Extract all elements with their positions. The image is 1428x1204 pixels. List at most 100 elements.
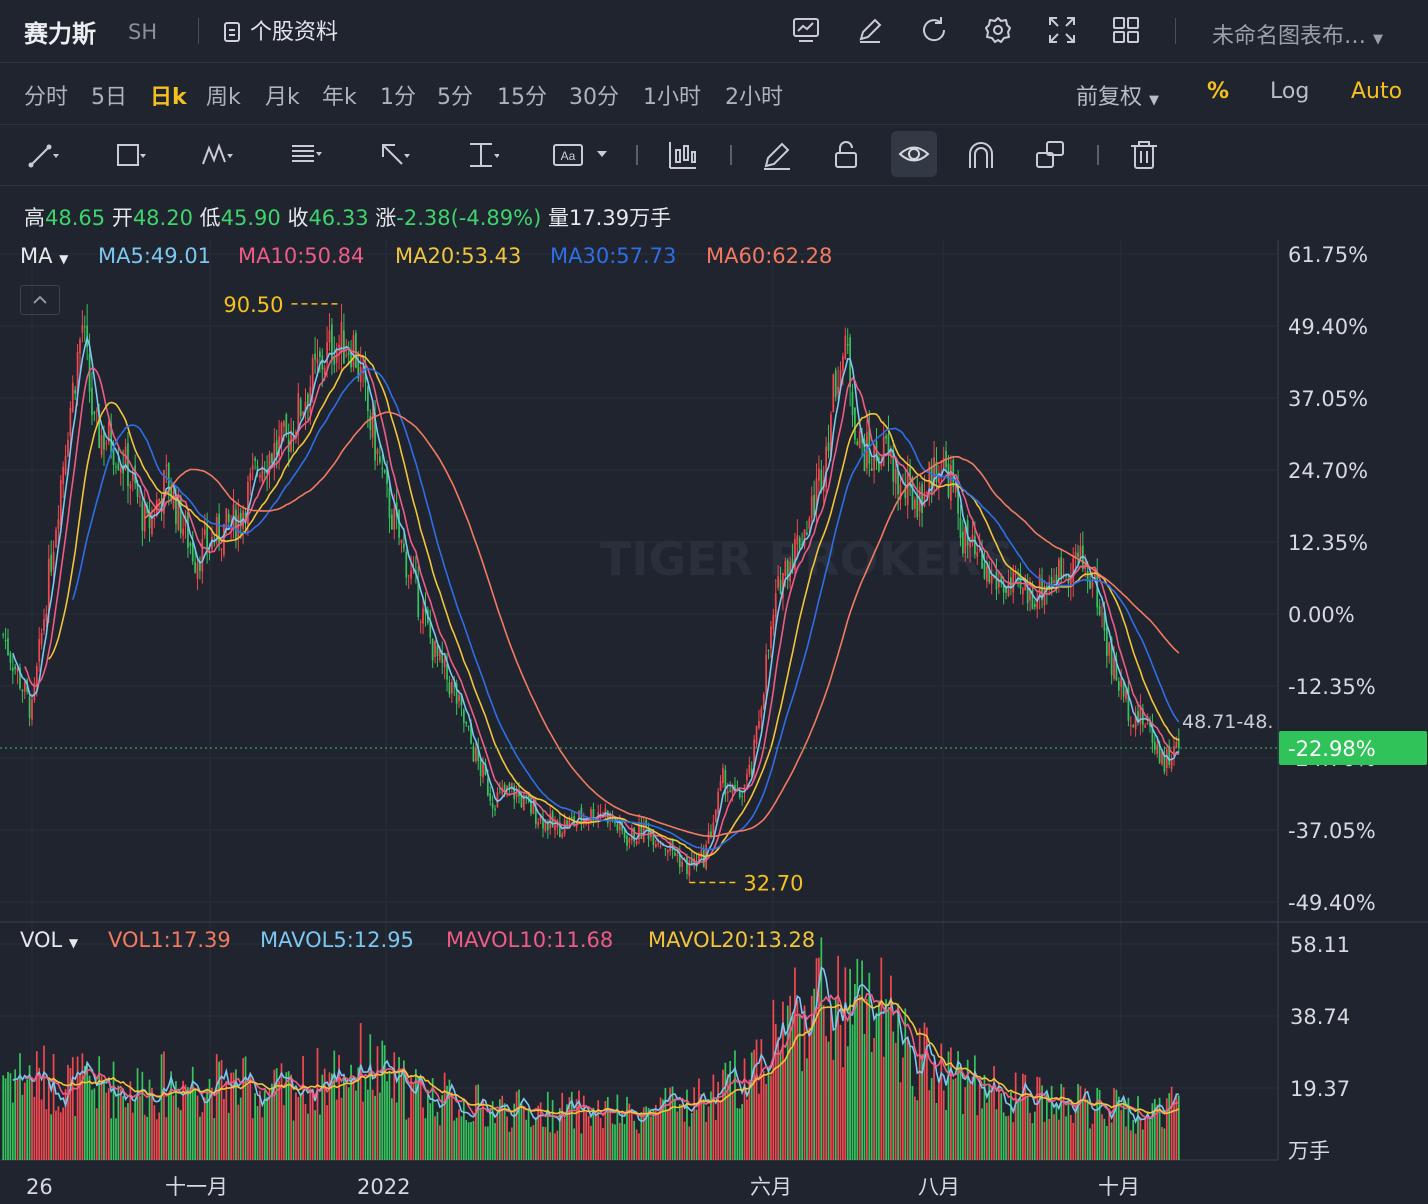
candle (724, 769, 727, 796)
volume-bar (1091, 1123, 1094, 1160)
volume-bar (343, 1073, 345, 1160)
volume-bar (753, 1049, 756, 1160)
volume-bar (822, 1005, 825, 1160)
candle (959, 517, 962, 539)
arrow-icon[interactable] (376, 138, 410, 172)
volume-bar (604, 1100, 607, 1160)
draw-icon[interactable] (855, 15, 885, 45)
y-axis-tick-label: -37.05% (1288, 819, 1376, 843)
period-tab[interactable]: 月k (265, 85, 300, 110)
candle (446, 664, 448, 680)
eye-toggle-button[interactable] (891, 131, 937, 177)
log-toggle[interactable]: Log (1270, 79, 1310, 104)
indicator-icon[interactable] (666, 138, 700, 172)
drawing-toolbar (0, 124, 1428, 186)
period-tab[interactable]: 1小时 (643, 85, 701, 110)
volume-bar (316, 1048, 319, 1160)
vol-indicator-dropdown[interactable]: VOL ▼ (20, 928, 78, 952)
period-tab[interactable]: 年k (322, 85, 357, 110)
volume-bar (926, 1027, 928, 1160)
volume-bar (1000, 1093, 1003, 1160)
volume-bar (719, 1100, 722, 1160)
volume-bar (1170, 1086, 1173, 1160)
period-tab[interactable]: 2小时 (725, 85, 783, 110)
candle (786, 560, 789, 581)
candle (940, 471, 943, 474)
volume-bar (455, 1117, 458, 1160)
stock-profile-button[interactable]: 个股资料 (224, 14, 338, 46)
text-icon[interactable]: Aa (552, 138, 586, 172)
candle (1103, 611, 1106, 631)
auto-toggle[interactable]: Auto (1351, 79, 1403, 104)
x-axis-tick-label: 十月 (1098, 1175, 1140, 1199)
adjust-dropdown[interactable]: 前复权 ▼ (1076, 79, 1159, 111)
measure-icon[interactable] (465, 138, 499, 172)
clone-icon[interactable] (1033, 138, 1067, 172)
chart-icon[interactable] (791, 15, 821, 45)
magnet-icon[interactable] (964, 138, 998, 172)
volume-bar (33, 1096, 36, 1160)
collapse-legend-button[interactable] (20, 285, 60, 315)
period-tab[interactable]: 5分 (437, 85, 473, 110)
lock-icon[interactable] (829, 138, 863, 172)
volume-bar (772, 999, 775, 1160)
candle (1033, 603, 1036, 608)
layout-grid-icon[interactable] (1111, 15, 1141, 45)
candle (62, 466, 65, 485)
pattern-icon[interactable] (200, 138, 234, 172)
candle (974, 536, 976, 555)
fullscreen-icon[interactable] (1047, 15, 1077, 45)
candle (91, 387, 93, 416)
volume-bar (383, 1045, 386, 1160)
fib-icon[interactable] (288, 138, 322, 172)
candle (45, 613, 48, 621)
volume-bar (465, 1120, 468, 1160)
candle (203, 529, 206, 536)
candle (1043, 585, 1046, 606)
refresh-icon[interactable] (919, 15, 949, 45)
period-tab[interactable]: 周k (206, 85, 241, 110)
period-tab[interactable]: 1分 (380, 85, 416, 110)
volume-bar (1158, 1097, 1161, 1160)
volume-bar (702, 1099, 705, 1160)
volume-bar (1156, 1104, 1159, 1160)
trash-icon[interactable] (1127, 138, 1161, 172)
candle (657, 843, 660, 845)
settings-icon[interactable] (983, 15, 1013, 45)
volume-bar (870, 1052, 873, 1160)
candle (21, 689, 24, 692)
volume-bar (74, 1116, 77, 1160)
period-tab[interactable]: 5日 (91, 85, 127, 110)
layout-name-dropdown[interactable]: 未命名图表布… ▼ (1212, 18, 1383, 50)
percent-toggle[interactable]: % (1207, 79, 1230, 104)
ma-indicator-dropdown[interactable]: MA ▼ (20, 244, 68, 268)
candle (1072, 558, 1075, 583)
candle (400, 539, 403, 544)
candle (1055, 574, 1058, 587)
volume-bar (983, 1074, 986, 1160)
trend-line-icon[interactable] (26, 138, 60, 172)
period-tab[interactable]: 15分 (497, 85, 547, 110)
period-tab[interactable]: 30分 (569, 85, 619, 110)
volume-bar (448, 1079, 451, 1160)
period-tab-active[interactable]: 日k (150, 85, 187, 110)
volume-bar (801, 1071, 803, 1160)
candle (43, 619, 45, 631)
volume-bar (381, 1040, 384, 1160)
volume-bar (206, 1089, 208, 1160)
caret-down-icon: ▼ (1149, 93, 1160, 108)
pencil-icon[interactable] (760, 138, 794, 172)
candle (815, 478, 818, 511)
rectangle-icon[interactable] (113, 138, 147, 172)
candle (527, 795, 530, 801)
volume-bar (810, 995, 813, 1160)
candle (561, 833, 564, 838)
volume-bar (995, 1109, 998, 1160)
candle (119, 467, 122, 473)
period-tab[interactable]: 分时 (24, 85, 69, 110)
volume-bar (386, 1081, 388, 1160)
volume-bar (734, 1050, 736, 1160)
volume-bar (930, 1077, 933, 1160)
candle (167, 463, 170, 495)
